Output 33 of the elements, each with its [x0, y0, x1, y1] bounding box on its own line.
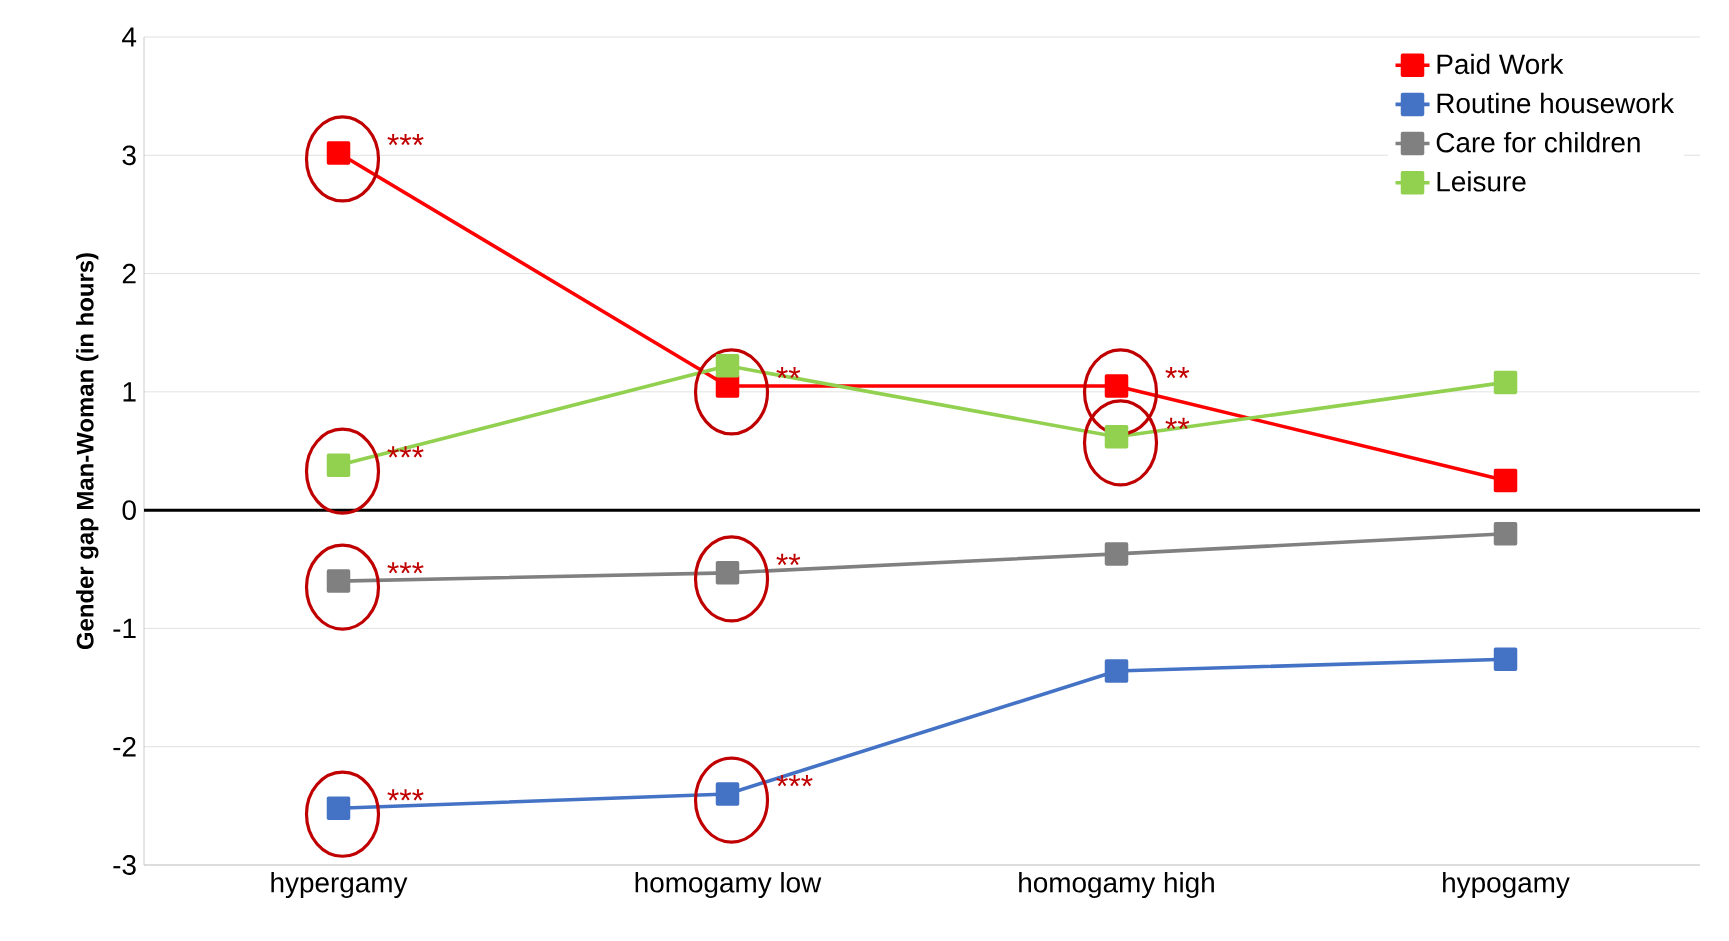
point — [1493, 647, 1518, 671]
annotation: *** — [776, 775, 813, 787]
x-tick-label: hypogamy — [1443, 872, 1570, 899]
point — [1493, 468, 1518, 493]
point — [1104, 542, 1129, 566]
legend-label: Leisure — [1437, 171, 1526, 192]
y-tick-label: -1 — [113, 618, 136, 639]
point — [1493, 522, 1518, 546]
annotation: *** — [387, 789, 424, 801]
legend-label: Care for children — [1436, 131, 1640, 153]
y-tick-label: 4 — [122, 27, 137, 47]
annotation: ** — [1165, 366, 1190, 379]
annotation: *** — [387, 562, 424, 574]
y-tick-label: 1 — [123, 382, 136, 402]
point — [1493, 370, 1518, 395]
y-tick-label: 2 — [122, 263, 136, 284]
y-tick-label: -2 — [113, 736, 136, 757]
x-tick-label: homogamy high — [1019, 872, 1214, 899]
y-axis-title: Gender gap Man-Woman (in hours) — [76, 253, 99, 650]
x-tick-label: homogamy low — [635, 872, 822, 899]
y-tick-label: -3 — [113, 855, 136, 875]
y-tick-label: 3 — [122, 145, 136, 166]
legend-label: Routine housework — [1437, 92, 1675, 114]
x-tick-label: hypergamy — [271, 872, 408, 899]
point — [1104, 659, 1129, 683]
point — [715, 354, 740, 378]
legend-label: Paid Work — [1437, 53, 1564, 75]
annotation: *** — [387, 133, 424, 146]
annotation: *** — [387, 446, 424, 458]
annotation: ** — [776, 366, 801, 379]
y-tick-label: 0 — [122, 500, 136, 521]
annotation: ** — [776, 553, 801, 566]
annotation: ** — [1165, 417, 1190, 430]
